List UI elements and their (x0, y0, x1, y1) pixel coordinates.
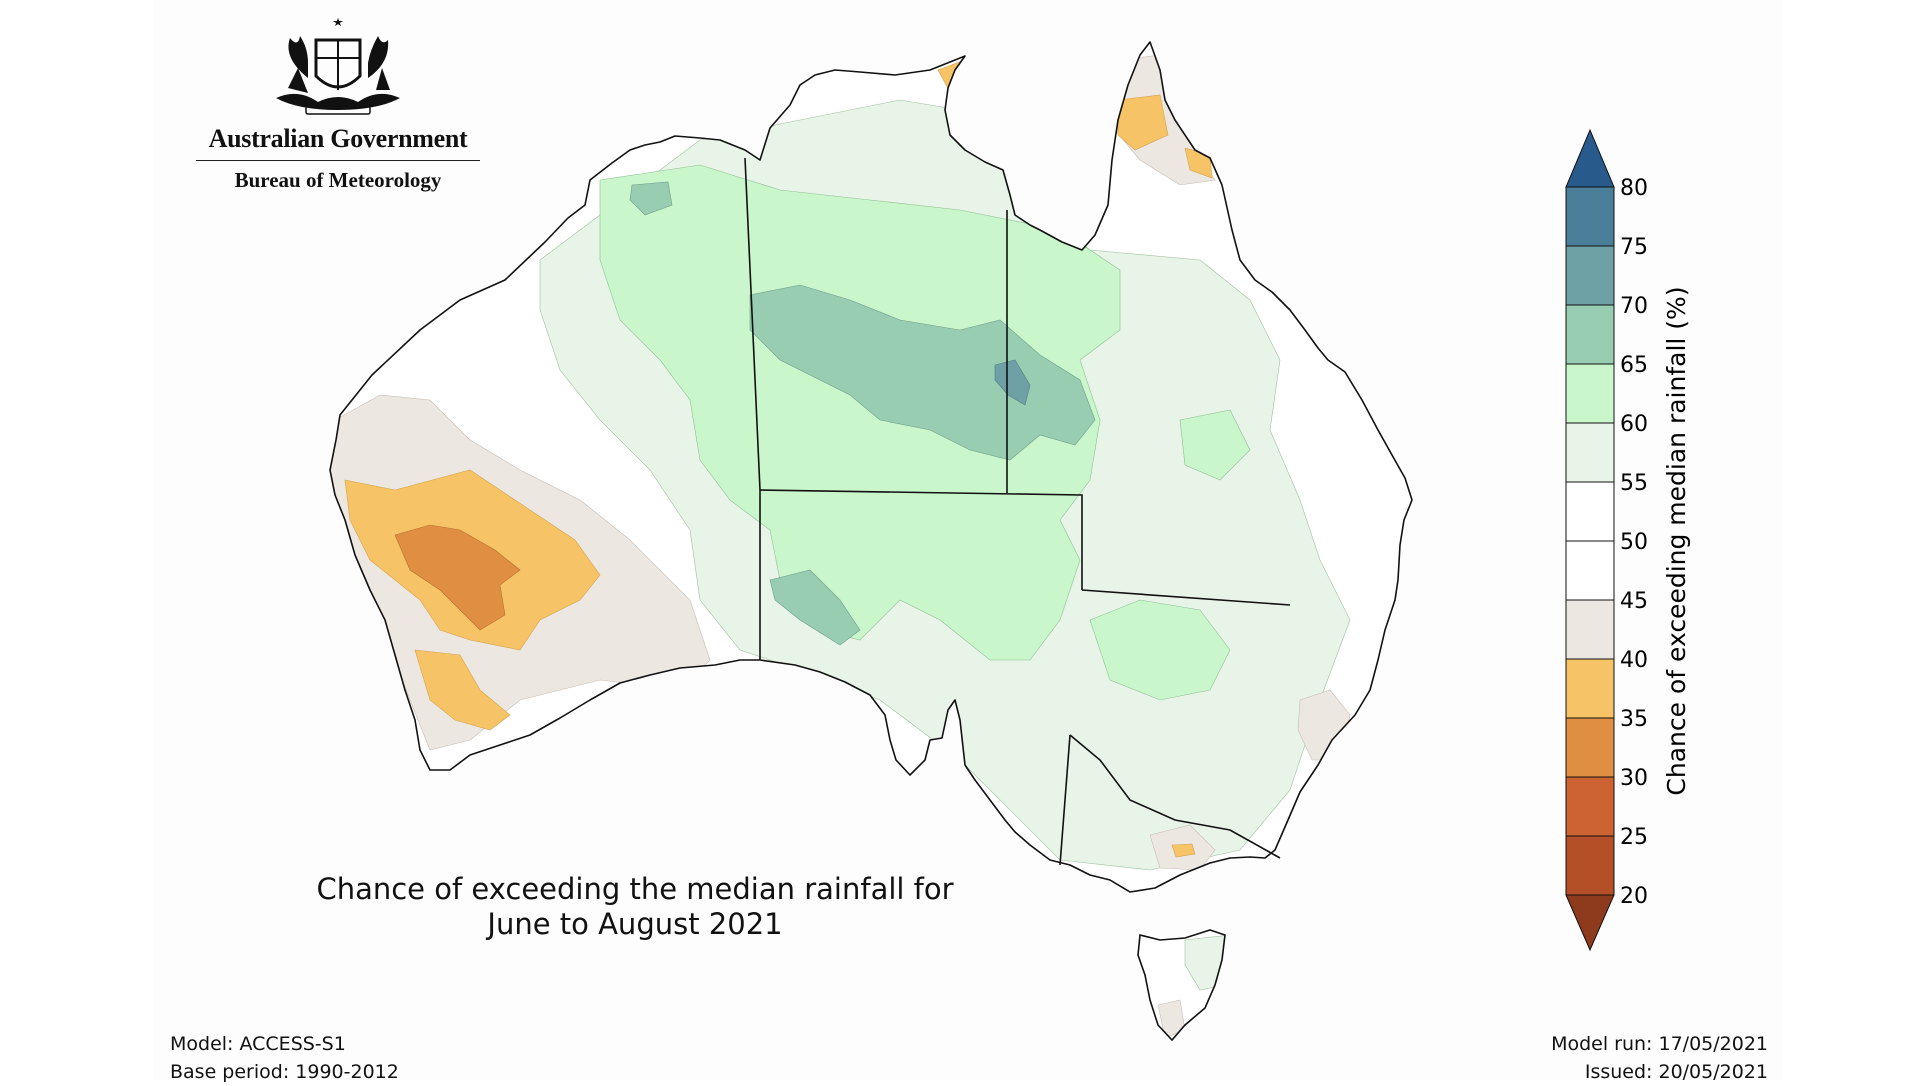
probability-shading (330, 54, 1351, 871)
colorbar-extend-high (1565, 128, 1615, 188)
colorbar-tick: 70 (1620, 294, 1648, 319)
region-above-65 (749, 284, 1096, 461)
colorbar: 80 75 70 65 60 55 50 45 40 35 30 25 20 C… (1565, 128, 1691, 952)
colorbar-tick: 55 (1620, 471, 1648, 496)
colorbar-tick: 75 (1620, 235, 1648, 260)
coat-of-arms-icon (276, 18, 400, 115)
coastline (329, 41, 1413, 893)
title-line-1: Chance of exceeding the median rainfall … (316, 872, 954, 906)
colorbar-tick: 60 (1620, 412, 1648, 437)
colorbar-band-45-50 (1566, 541, 1614, 600)
colorbar-tick: 35 (1620, 707, 1648, 732)
region-below-35 (394, 524, 521, 631)
colorbar-band-75-80 (1566, 187, 1614, 246)
colorbar-band-40-45 (1566, 600, 1614, 659)
colorbar-band-55-60 (1566, 423, 1614, 482)
region-below-40-south (414, 649, 511, 731)
colorbar-extend-low (1565, 894, 1615, 952)
colorbar-tick: 20 (1620, 884, 1648, 909)
colorbar-tick: 40 (1620, 648, 1648, 673)
colorbar-band-30-35 (1566, 718, 1614, 777)
map-title: Chance of exceeding the median rainfall … (270, 872, 1000, 942)
colorbar-band-60-65 (1566, 364, 1614, 423)
colorbar-tick: 25 (1620, 825, 1648, 850)
colorbar-band-70-75 (1566, 246, 1614, 305)
footer-left: Model: ACCESS-S1 Base period: 1990-2012 (170, 1030, 399, 1086)
colorbar-band-50-55 (1566, 482, 1614, 541)
colorbar-band-65-70 (1566, 305, 1614, 364)
title-line-2: June to August 2021 (487, 907, 783, 941)
colorbar-label: Chance of exceeding median rainfall (%) (1662, 286, 1691, 795)
colorbar-tick: 80 (1620, 176, 1648, 201)
region-above-65-sa (769, 569, 861, 646)
crest-space (196, 18, 480, 118)
region-above-60-ne (1179, 409, 1251, 481)
region-above-65-nw (629, 181, 673, 216)
government-name: Australian Government (196, 124, 480, 161)
colorbar-band-25-30 (1566, 777, 1614, 836)
colorbar-band-20-25 (1566, 836, 1614, 895)
colorbar-tick: 50 (1620, 530, 1648, 555)
colorbar-tick: 30 (1620, 766, 1648, 791)
region-below-40-capeyork (1117, 94, 1169, 151)
model-run-label: Model run: 17/05/2021 (1551, 1033, 1768, 1055)
region-below-40-vic (1171, 843, 1196, 858)
colorbar-tick: 65 (1620, 353, 1648, 378)
footer-right: Model run: 17/05/2021 Issued: 20/05/2021 (1551, 1030, 1768, 1086)
region-above-70 (994, 359, 1031, 406)
base-period-label: Base period: 1990-2012 (170, 1061, 399, 1083)
region-above-60-se (1089, 599, 1231, 701)
issued-label: Issued: 20/05/2021 (1584, 1061, 1768, 1083)
colorbar-tick: 45 (1620, 589, 1648, 614)
bom-branding: Australian Government Bureau of Meteorol… (196, 18, 480, 193)
bureau-name: Bureau of Meteorology (234, 168, 442, 192)
state-borders (744, 157, 1291, 866)
model-label: Model: ACCESS-S1 (170, 1033, 346, 1055)
colorbar-band-35-40 (1566, 659, 1614, 718)
